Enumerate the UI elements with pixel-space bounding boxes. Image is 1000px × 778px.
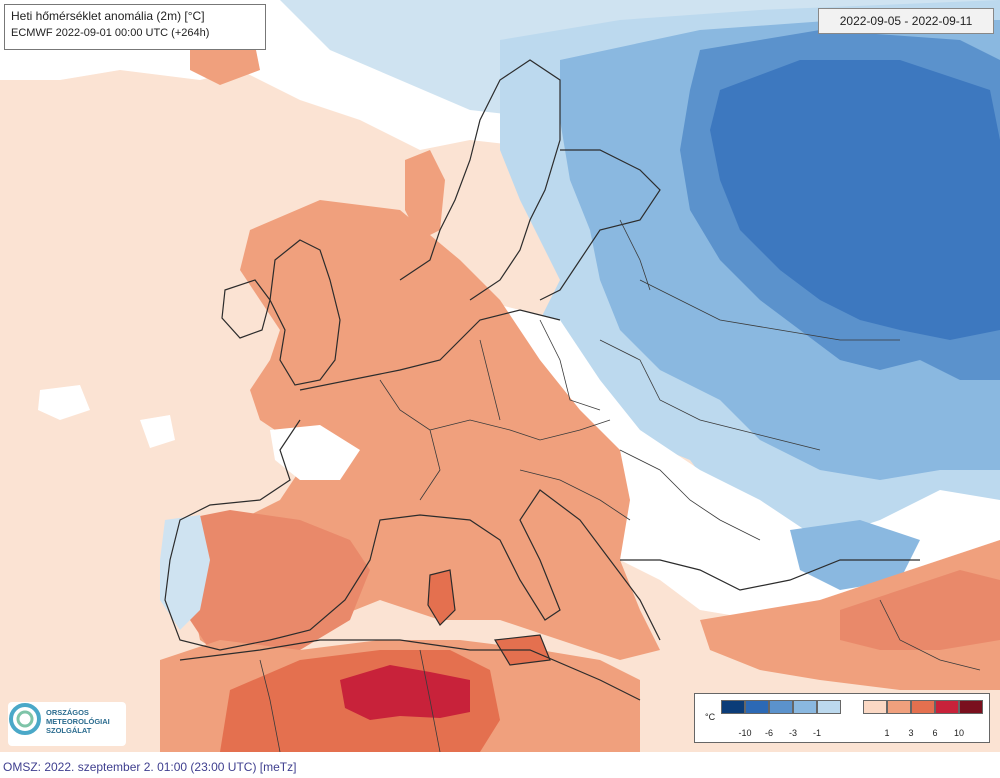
coast-mediterranean-north bbox=[164, 419, 661, 651]
map-title: Heti hőmérséklet anomália (2m) [°C] bbox=[11, 9, 205, 23]
neutral-patch-atlantic-1 bbox=[38, 385, 90, 420]
legend-tick: 6 bbox=[932, 728, 938, 738]
legend-swatch-warm-5 bbox=[959, 700, 983, 714]
logo-swirl-icon bbox=[9, 703, 41, 735]
cold-patch-portugal bbox=[160, 515, 210, 630]
legend-tick: -6 bbox=[764, 728, 773, 738]
border-3 bbox=[479, 339, 501, 421]
border-11 bbox=[259, 659, 281, 752]
map-title-box: Heti hőmérséklet anomália (2m) [°C] ECMW… bbox=[4, 4, 266, 50]
logo-line-2: METEOROLÓGIAI bbox=[46, 717, 110, 726]
legend-unit: °C bbox=[705, 712, 716, 722]
period-label: 2022-09-05 - 2022-09-11 bbox=[818, 8, 994, 34]
legend-tick: -3 bbox=[788, 728, 797, 738]
border-5 bbox=[599, 339, 821, 451]
legend-swatch-cold-5 bbox=[817, 700, 841, 714]
coast-baltic bbox=[539, 149, 661, 301]
legend-tick: 3 bbox=[908, 728, 914, 738]
legend-tick: 1 bbox=[884, 728, 890, 738]
legend-tick: -10 bbox=[738, 728, 752, 738]
deep-blue-core bbox=[710, 60, 1000, 340]
warm-patch-norway bbox=[405, 150, 445, 240]
coast-black-sea-south bbox=[620, 559, 920, 591]
omsz-logo: ORSZÁGOS METEOROLÓGIAI SZOLGÁLAT bbox=[8, 702, 126, 746]
warm-zone-middle-east bbox=[840, 570, 1000, 650]
border-7 bbox=[619, 219, 651, 291]
coast-ireland bbox=[221, 279, 271, 339]
coast-north-europe bbox=[299, 309, 561, 391]
logo-text: ORSZÁGOS METEOROLÓGIAI SZOLGÁLAT bbox=[46, 708, 110, 735]
model-run-label: ECMWF 2022-09-01 00:00 UTC (+264h) bbox=[11, 27, 210, 39]
border-2 bbox=[429, 419, 611, 441]
warm-patch-sardinia bbox=[428, 570, 455, 625]
border-6 bbox=[639, 279, 900, 341]
coastlines bbox=[164, 59, 920, 701]
legend-swatch-cold-1 bbox=[721, 700, 745, 714]
legend-swatch-warm-4 bbox=[935, 700, 959, 714]
warm-zone-iberia bbox=[180, 510, 370, 660]
color-legend: °C -10 -6 -3 -1 1 3 6 10 bbox=[694, 693, 990, 743]
legend-swatch-warm-1 bbox=[863, 700, 887, 714]
neutral-patch-biscay bbox=[270, 425, 360, 480]
legend-swatch-warm-3 bbox=[911, 700, 935, 714]
coast-north-africa bbox=[179, 639, 641, 701]
border-4 bbox=[539, 319, 601, 411]
border-9 bbox=[619, 449, 761, 541]
coast-scandinavia bbox=[399, 59, 561, 301]
footer-credit: OMSZ: 2022. szeptember 2. 01:00 (23:00 U… bbox=[3, 760, 297, 774]
legend-swatch-cold-2 bbox=[745, 700, 769, 714]
map-canvas bbox=[0, 0, 1000, 752]
coast-sardinia bbox=[427, 569, 456, 626]
black-sea-cold bbox=[790, 520, 920, 590]
anomaly-map: Heti hőmérséklet anomália (2m) [°C] ECMW… bbox=[0, 0, 1000, 752]
coast-sicily bbox=[494, 634, 551, 666]
legend-tick: 10 bbox=[953, 728, 964, 738]
neutral-patch-atlantic-2 bbox=[140, 415, 175, 448]
legend-swatch-warm-2 bbox=[887, 700, 911, 714]
logo-line-3: SZOLGÁLAT bbox=[46, 726, 92, 735]
hot-core-africa bbox=[340, 665, 470, 720]
legend-swatch-cold-4 bbox=[793, 700, 817, 714]
border-8 bbox=[519, 469, 631, 521]
country-borders bbox=[259, 219, 981, 752]
legend-swatch-cold-3 bbox=[769, 700, 793, 714]
legend-tick: -1 bbox=[812, 728, 821, 738]
logo-line-1: ORSZÁGOS bbox=[46, 708, 89, 717]
border-12 bbox=[419, 649, 441, 752]
border-10 bbox=[879, 599, 981, 671]
coast-great-britain bbox=[269, 239, 341, 386]
